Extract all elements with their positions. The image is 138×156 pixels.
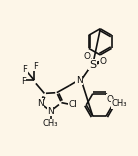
Text: O: O — [83, 52, 91, 61]
Text: CH₃: CH₃ — [43, 119, 58, 128]
Text: F: F — [22, 65, 27, 74]
Text: O: O — [106, 95, 113, 104]
Text: N: N — [76, 76, 83, 85]
Text: S: S — [89, 60, 96, 70]
Text: N: N — [47, 107, 54, 116]
Text: Cl: Cl — [69, 100, 78, 110]
Text: CH₃: CH₃ — [111, 99, 127, 108]
Text: F: F — [21, 77, 26, 86]
Text: N: N — [37, 99, 44, 108]
Text: O: O — [99, 57, 106, 66]
Text: F: F — [33, 62, 38, 71]
